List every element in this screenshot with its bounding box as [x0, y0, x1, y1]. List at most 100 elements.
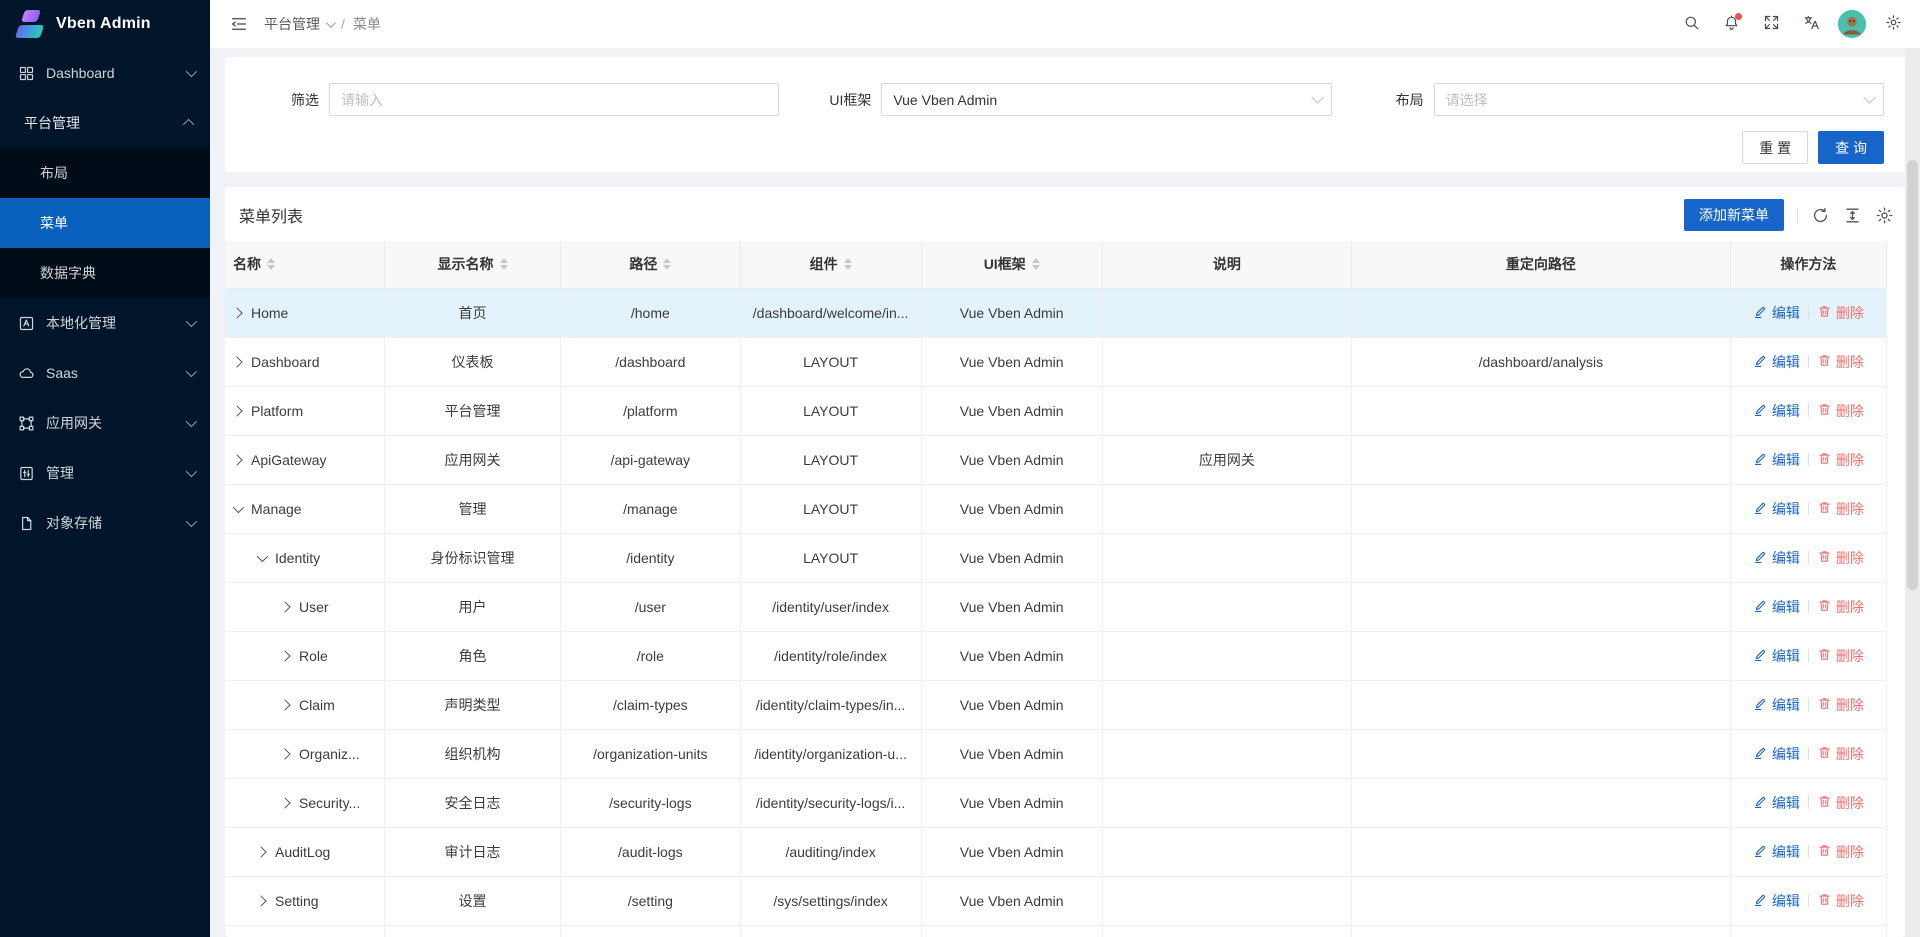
logo-text: Vben Admin — [56, 15, 151, 32]
gear-icon — [1885, 14, 1902, 34]
edit-button[interactable]: 编辑 — [1753, 842, 1800, 862]
sort-icon[interactable] — [663, 258, 672, 271]
column-header-0[interactable]: 名称 — [225, 241, 385, 289]
table-body: Home 首页/home/dashboard/welcome/in... Vue V… — [225, 288, 1888, 937]
delete-button[interactable]: 删除 — [1817, 646, 1864, 666]
sort-icon[interactable] — [843, 258, 852, 271]
delete-button[interactable]: 删除 — [1817, 744, 1864, 764]
header-bell-button[interactable] — [1714, 4, 1748, 44]
edit-button[interactable]: 编辑 — [1753, 695, 1800, 715]
edit-button[interactable]: 编辑 — [1753, 646, 1800, 666]
ui-framework-select[interactable]: Vue Vben Admin — [881, 83, 1332, 116]
delete-button[interactable]: 删除 — [1817, 499, 1864, 519]
expand-row-icon[interactable] — [231, 355, 243, 368]
cell-path: /user — [560, 582, 741, 632]
reset-button[interactable]: 重 置 — [1742, 131, 1809, 164]
delete-button[interactable]: 删除 — [1817, 450, 1864, 470]
edit-button[interactable]: 编辑 — [1753, 744, 1800, 764]
name-cell: Platform — [231, 403, 378, 419]
app-logo[interactable]: Vben Admin — [0, 0, 210, 48]
cell-path: /audit-logs — [560, 827, 741, 877]
toolbar-refresh-button[interactable] — [1811, 206, 1830, 225]
sidebar-item-5[interactable]: 本地化管理 — [0, 298, 210, 348]
collapse-row-icon[interactable] — [256, 550, 269, 562]
sidebar-item-1[interactable]: 平台管理 — [0, 98, 210, 148]
cell-ui-framework: Vue Vben Admin — [921, 386, 1103, 436]
delete-button[interactable]: 删除 — [1817, 842, 1864, 862]
row-actions: 编辑 删除 — [1737, 744, 1880, 764]
cell-description — [1102, 778, 1352, 828]
add-menu-button[interactable]: 添加新菜单 — [1684, 199, 1784, 231]
delete-button[interactable]: 删除 — [1817, 695, 1864, 715]
avatar[interactable] — [1838, 10, 1866, 38]
breadcrumb-item-platform[interactable]: 平台管理 — [264, 14, 336, 34]
expand-row-icon[interactable] — [231, 306, 243, 319]
edit-button[interactable]: 编辑 — [1753, 793, 1800, 813]
expand-row-icon[interactable] — [255, 894, 267, 907]
expand-row-icon[interactable] — [279, 747, 291, 760]
menu-fold-button[interactable] — [222, 7, 256, 41]
column-header-2[interactable]: 路径 — [560, 241, 741, 289]
keyword-input[interactable] — [329, 83, 780, 116]
sidebar-item-2[interactable]: 布局 — [0, 148, 210, 198]
sort-icon[interactable] — [1031, 258, 1040, 271]
header-gear-button[interactable] — [1876, 4, 1910, 44]
collapse-row-icon[interactable] — [232, 501, 245, 513]
sidebar-item-6[interactable]: Saas — [0, 348, 210, 398]
trash-icon — [1817, 598, 1832, 616]
sidebar-item-7[interactable]: 应用网关 — [0, 398, 210, 448]
toolbar-row-height-button[interactable] — [1843, 206, 1862, 225]
cell-path: /identity — [560, 533, 741, 583]
edit-button[interactable]: 编辑 — [1753, 303, 1800, 323]
delete-button[interactable]: 删除 — [1817, 352, 1864, 372]
sidebar-item-9[interactable]: 对象存储 — [0, 498, 210, 548]
delete-button[interactable]: 删除 — [1817, 548, 1864, 568]
edit-button[interactable]: 编辑 — [1753, 401, 1800, 421]
cell-display-name: 声明类型 — [384, 680, 562, 730]
toolbar-gear-button[interactable] — [1875, 206, 1894, 225]
delete-label: 删除 — [1835, 598, 1864, 615]
expand-row-icon[interactable] — [231, 404, 243, 417]
column-header-4[interactable]: UI框架 — [921, 241, 1103, 289]
trash-icon — [1817, 745, 1832, 763]
column-header-3[interactable]: 组件 — [740, 241, 922, 289]
header-search-button[interactable] — [1674, 4, 1708, 44]
expand-row-icon[interactable] — [255, 845, 267, 858]
delete-button[interactable]: 删除 — [1817, 793, 1864, 813]
edit-button[interactable]: 编辑 — [1753, 548, 1800, 568]
column-header-1[interactable]: 显示名称 — [384, 241, 562, 289]
expand-row-icon[interactable] — [279, 600, 291, 613]
sidebar-item-4[interactable]: 数据字典 — [0, 248, 210, 298]
expand-row-icon[interactable] — [279, 698, 291, 711]
scrollbar-thumb[interactable] — [1907, 160, 1918, 590]
delete-button[interactable]: 删除 — [1817, 401, 1864, 421]
edit-button[interactable]: 编辑 — [1753, 450, 1800, 470]
edit-button[interactable]: 编辑 — [1753, 891, 1800, 911]
expand-row-icon[interactable] — [279, 796, 291, 809]
sidebar-item-3[interactable]: 菜单 — [0, 198, 210, 248]
row-actions: 编辑 删除 — [1737, 499, 1880, 519]
delete-button[interactable]: 删除 — [1817, 597, 1864, 617]
row-name-text: Role — [299, 647, 328, 664]
edit-button[interactable]: 编辑 — [1753, 352, 1800, 372]
search-button[interactable]: 查 询 — [1818, 131, 1884, 164]
expand-row-icon[interactable] — [231, 453, 243, 466]
header-fullscreen-button[interactable] — [1754, 4, 1788, 44]
page-scrollbar[interactable] — [1905, 48, 1920, 937]
edit-button[interactable]: 编辑 — [1753, 499, 1800, 519]
expand-row-icon[interactable] — [279, 649, 291, 662]
sidebar-item-0[interactable]: Dashboard — [0, 48, 210, 98]
sort-icon[interactable] — [499, 258, 508, 271]
cell-name: Claim — [225, 680, 385, 730]
layout-select[interactable]: 请选择 — [1433, 83, 1884, 116]
cell-description — [1102, 876, 1352, 926]
edit-button[interactable]: 编辑 — [1753, 597, 1800, 617]
delete-button[interactable]: 删除 — [1817, 303, 1864, 323]
delete-label: 删除 — [1835, 892, 1864, 909]
header-translate-button[interactable] — [1794, 4, 1828, 44]
sidebar-item-8[interactable]: 管理 — [0, 448, 210, 498]
delete-button[interactable]: 删除 — [1817, 891, 1864, 911]
sort-icon[interactable] — [267, 258, 275, 271]
pencil-icon — [1753, 598, 1768, 616]
cell-name: Role — [225, 631, 385, 681]
